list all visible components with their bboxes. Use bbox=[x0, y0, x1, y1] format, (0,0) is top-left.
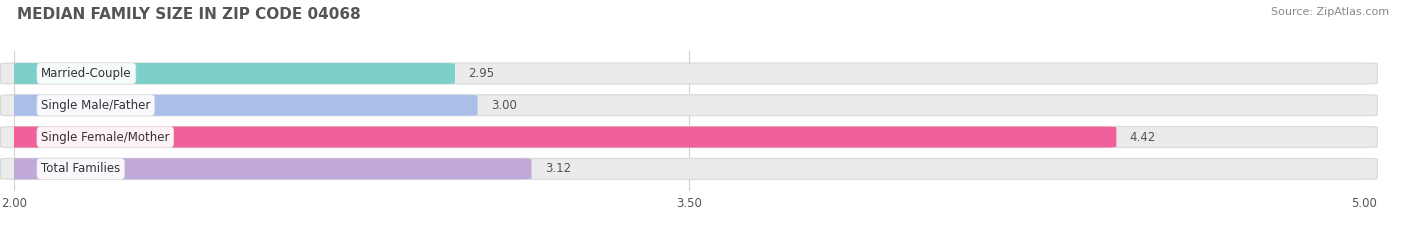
FancyBboxPatch shape bbox=[0, 95, 478, 116]
Text: Single Female/Mother: Single Female/Mother bbox=[41, 130, 170, 144]
Text: 4.42: 4.42 bbox=[1130, 130, 1156, 144]
Text: 2.95: 2.95 bbox=[468, 67, 495, 80]
Text: Single Male/Father: Single Male/Father bbox=[41, 99, 150, 112]
Text: MEDIAN FAMILY SIZE IN ZIP CODE 04068: MEDIAN FAMILY SIZE IN ZIP CODE 04068 bbox=[17, 7, 360, 22]
Text: 3.12: 3.12 bbox=[546, 162, 571, 175]
FancyBboxPatch shape bbox=[0, 158, 531, 179]
FancyBboxPatch shape bbox=[0, 127, 1116, 147]
FancyBboxPatch shape bbox=[0, 158, 1378, 179]
FancyBboxPatch shape bbox=[0, 63, 456, 84]
Text: Source: ZipAtlas.com: Source: ZipAtlas.com bbox=[1271, 7, 1389, 17]
FancyBboxPatch shape bbox=[0, 63, 1378, 84]
FancyBboxPatch shape bbox=[0, 127, 1378, 147]
FancyBboxPatch shape bbox=[0, 95, 1378, 116]
Text: Total Families: Total Families bbox=[41, 162, 121, 175]
Text: Married-Couple: Married-Couple bbox=[41, 67, 132, 80]
Text: 3.00: 3.00 bbox=[491, 99, 517, 112]
